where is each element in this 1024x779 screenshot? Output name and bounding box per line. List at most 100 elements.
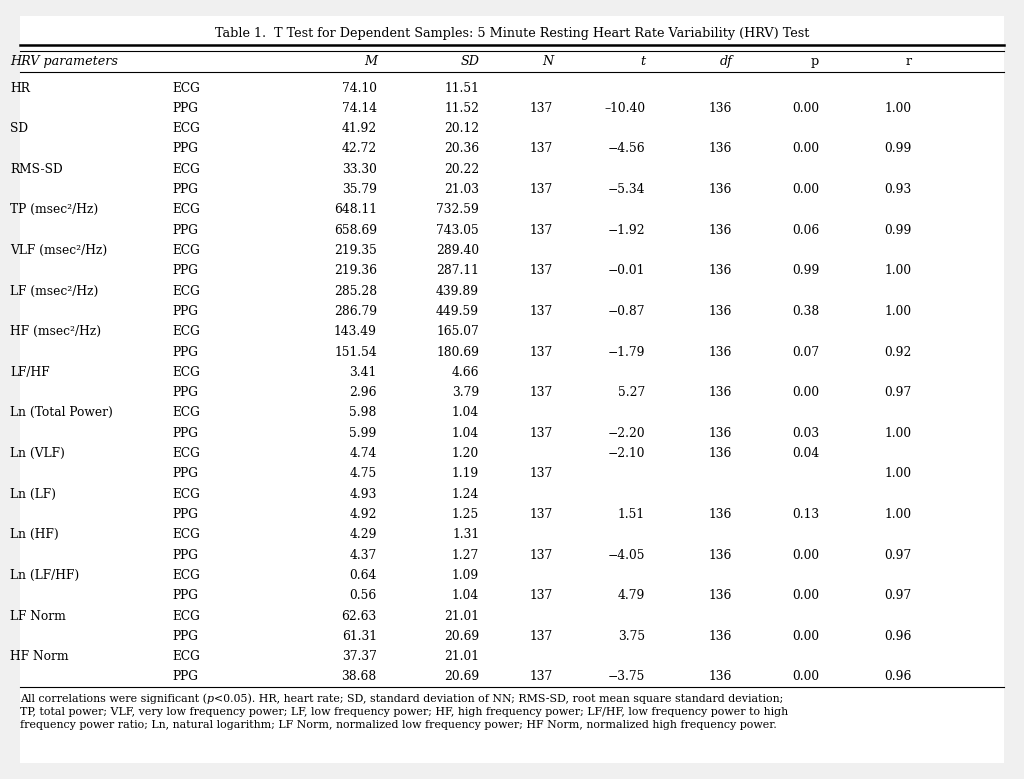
- Text: All correlations were significant (𝑝<0.05). HR, heart rate; SD, standard deviati: All correlations were significant (𝑝<0.0…: [20, 693, 788, 730]
- Text: 1.31: 1.31: [453, 528, 479, 541]
- Text: ECG: ECG: [172, 488, 200, 501]
- Text: 137: 137: [529, 386, 553, 399]
- Text: 0.00: 0.00: [793, 143, 819, 156]
- Text: −0.87: −0.87: [607, 305, 645, 318]
- Text: 1.04: 1.04: [452, 427, 479, 440]
- Text: 0.96: 0.96: [884, 671, 911, 683]
- Text: PPG: PPG: [172, 508, 198, 521]
- Text: PPG: PPG: [172, 427, 198, 440]
- Text: ECG: ECG: [172, 569, 200, 582]
- Text: 136: 136: [709, 386, 732, 399]
- Text: HRV parameters: HRV parameters: [10, 55, 118, 68]
- Text: 21.01: 21.01: [444, 650, 479, 663]
- Text: 1.00: 1.00: [885, 305, 911, 318]
- Text: 136: 136: [709, 183, 732, 196]
- Text: 0.00: 0.00: [793, 386, 819, 399]
- Text: 33.30: 33.30: [342, 163, 377, 176]
- Text: 74.14: 74.14: [342, 102, 377, 115]
- Text: 1.00: 1.00: [885, 467, 911, 481]
- Text: 20.69: 20.69: [444, 629, 479, 643]
- Text: 137: 137: [529, 224, 553, 237]
- Text: 0.97: 0.97: [884, 386, 911, 399]
- Text: 35.79: 35.79: [342, 183, 377, 196]
- Text: 136: 136: [709, 508, 732, 521]
- Text: 4.66: 4.66: [452, 366, 479, 379]
- Text: 4.75: 4.75: [349, 467, 377, 481]
- Text: 0.97: 0.97: [884, 548, 911, 562]
- Text: 0.00: 0.00: [793, 589, 819, 602]
- Text: 732.59: 732.59: [436, 203, 479, 217]
- Text: 0.92: 0.92: [884, 346, 911, 358]
- Text: df: df: [719, 55, 732, 68]
- Text: 5.27: 5.27: [617, 386, 645, 399]
- Text: 0.13: 0.13: [793, 508, 819, 521]
- Text: PPG: PPG: [172, 143, 198, 156]
- Text: 143.49: 143.49: [334, 325, 377, 338]
- Text: 0.64: 0.64: [349, 569, 377, 582]
- Text: 4.37: 4.37: [349, 548, 377, 562]
- Text: PPG: PPG: [172, 386, 198, 399]
- Text: Ln (HF): Ln (HF): [10, 528, 59, 541]
- Text: −1.79: −1.79: [607, 346, 645, 358]
- Text: −2.20: −2.20: [607, 427, 645, 440]
- Text: PPG: PPG: [172, 589, 198, 602]
- Text: 0.07: 0.07: [793, 346, 819, 358]
- Text: 0.99: 0.99: [884, 224, 911, 237]
- Text: 5.98: 5.98: [349, 407, 377, 419]
- Text: Ln (LF/HF): Ln (LF/HF): [10, 569, 80, 582]
- Text: 449.59: 449.59: [436, 305, 479, 318]
- Text: ECG: ECG: [172, 244, 200, 257]
- Text: ECG: ECG: [172, 366, 200, 379]
- Text: 137: 137: [529, 427, 553, 440]
- Text: PPG: PPG: [172, 629, 198, 643]
- Text: t: t: [640, 55, 645, 68]
- Text: 20.36: 20.36: [444, 143, 479, 156]
- Text: PPG: PPG: [172, 346, 198, 358]
- Text: SD: SD: [460, 55, 479, 68]
- Text: 11.52: 11.52: [444, 102, 479, 115]
- Text: 21.03: 21.03: [444, 183, 479, 196]
- Text: TP (msec²/Hz): TP (msec²/Hz): [10, 203, 98, 217]
- Text: 136: 136: [709, 102, 732, 115]
- Text: 219.36: 219.36: [334, 264, 377, 277]
- Text: 38.68: 38.68: [342, 671, 377, 683]
- Text: 4.92: 4.92: [349, 508, 377, 521]
- Text: HF Norm: HF Norm: [10, 650, 69, 663]
- Text: 137: 137: [529, 589, 553, 602]
- Text: −1.92: −1.92: [607, 224, 645, 237]
- Text: 219.35: 219.35: [334, 244, 377, 257]
- Text: 1.00: 1.00: [885, 102, 911, 115]
- Text: 1.51: 1.51: [618, 508, 645, 521]
- Text: 4.29: 4.29: [349, 528, 377, 541]
- Text: 136: 136: [709, 224, 732, 237]
- Text: 287.11: 287.11: [436, 264, 479, 277]
- Text: 136: 136: [709, 548, 732, 562]
- Text: HR: HR: [10, 82, 30, 94]
- Text: 0.00: 0.00: [793, 548, 819, 562]
- Text: 136: 136: [709, 346, 732, 358]
- Text: 165.07: 165.07: [436, 325, 479, 338]
- Text: 20.12: 20.12: [444, 122, 479, 136]
- Text: 137: 137: [529, 629, 553, 643]
- Text: 0.99: 0.99: [792, 264, 819, 277]
- Text: PPG: PPG: [172, 102, 198, 115]
- Text: 3.75: 3.75: [618, 629, 645, 643]
- Text: −4.05: −4.05: [607, 548, 645, 562]
- Text: PPG: PPG: [172, 224, 198, 237]
- Text: ECG: ECG: [172, 407, 200, 419]
- Text: 136: 136: [709, 447, 732, 460]
- Text: 136: 136: [709, 629, 732, 643]
- Text: 3.79: 3.79: [452, 386, 479, 399]
- Text: Ln (VLF): Ln (VLF): [10, 447, 66, 460]
- Text: 1.20: 1.20: [452, 447, 479, 460]
- Text: 0.04: 0.04: [792, 447, 819, 460]
- Text: 658.69: 658.69: [334, 224, 377, 237]
- Text: 286.79: 286.79: [334, 305, 377, 318]
- Text: 0.99: 0.99: [884, 143, 911, 156]
- Text: Ln (Total Power): Ln (Total Power): [10, 407, 113, 419]
- Text: 136: 136: [709, 264, 732, 277]
- Text: 4.74: 4.74: [349, 447, 377, 460]
- Text: Table 1.  T Test for Dependent Samples: 5 Minute Resting Heart Rate Variability : Table 1. T Test for Dependent Samples: 5…: [215, 27, 809, 41]
- Text: ECG: ECG: [172, 203, 200, 217]
- Text: 74.10: 74.10: [342, 82, 377, 94]
